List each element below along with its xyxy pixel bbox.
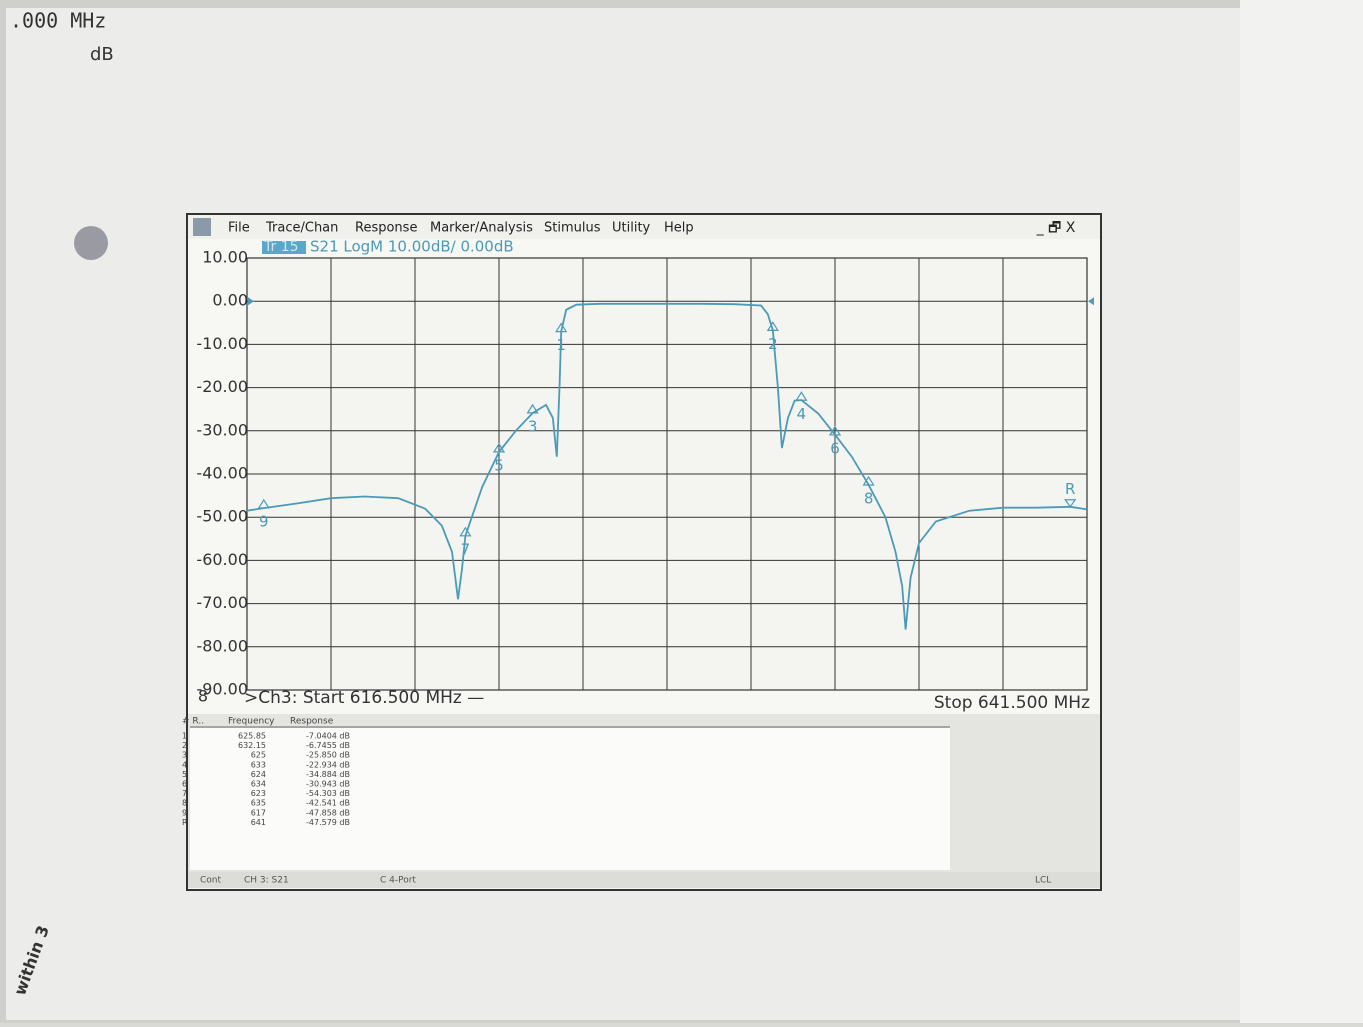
table-cell: R — [182, 818, 188, 827]
side-paper — [1240, 0, 1363, 1023]
marker — [526, 403, 539, 414]
table-cell: 625.85 — [238, 732, 266, 741]
plot: 1 2 3 4 5 6 7 8 9 R — [246, 302, 1088, 630]
marker-label: 7 — [461, 540, 471, 558]
marker-label: 3 — [528, 417, 538, 435]
punch-hole — [74, 226, 108, 260]
marker-label: 4 — [797, 405, 807, 423]
table-cell: -25.850 dB — [306, 751, 350, 760]
reference-arrow — [248, 297, 254, 306]
reference-arrow — [1088, 297, 1094, 306]
table-cell: 7 — [182, 789, 187, 798]
table-cell: 635 — [251, 799, 266, 808]
marker — [1064, 499, 1077, 508]
trace-id: Tr 15 — [263, 239, 299, 255]
trace-line — [246, 302, 1088, 630]
table-cell: 9 — [182, 808, 187, 817]
menu-item[interactable]: Response — [355, 221, 417, 236]
table-header: Response — [290, 717, 334, 727]
menu-bar — [188, 215, 1100, 239]
paper-note: dB — [90, 44, 114, 65]
marker-label: R — [1065, 480, 1075, 498]
menu: File Trace/Chan Response Marker/Analysis Sti… — [228, 221, 694, 236]
table-cell: -30.943 dB — [306, 780, 350, 789]
table-cell: 623 — [251, 789, 266, 798]
marker-label: 1 — [556, 336, 566, 354]
marker — [795, 391, 808, 401]
table-cell: 4 — [182, 760, 187, 769]
y-tick-label: -20.00 — [196, 377, 248, 396]
table-cell: 624 — [251, 770, 266, 779]
y-tick-label: -30.00 — [196, 420, 248, 439]
marker — [492, 442, 506, 453]
table-cell: -6.7455 dB — [306, 741, 350, 750]
status-item: CH 3: S21 — [244, 876, 289, 886]
menu-item[interactable]: File — [228, 221, 250, 236]
menu-item[interactable]: Trace/Chan — [265, 221, 338, 236]
y-tick-label: -50.00 — [196, 507, 248, 526]
table-cell: -34.884 dB — [306, 770, 350, 779]
status-item: LCL — [1035, 876, 1051, 886]
table-cell: -42.541 dB — [306, 799, 350, 808]
table-cell: 617 — [251, 808, 266, 817]
marker-label: 2 — [768, 335, 778, 353]
table-cell: -47.579 dB — [306, 818, 350, 827]
table-cell: 3 — [182, 751, 187, 760]
table-cell: -47.858 dB — [306, 808, 350, 817]
y-tick-label: -10.00 — [196, 334, 248, 353]
status-items: Cont CH 3: S21 C 4-Port LCL — [200, 876, 1051, 886]
y-tick-label: -70.00 — [196, 593, 248, 612]
menu-item[interactable]: Utility — [612, 221, 651, 236]
table-cell: -7.0404 dB — [306, 732, 350, 741]
table-cell: 5 — [182, 770, 187, 779]
table-cell: 2 — [182, 741, 187, 750]
menu-item[interactable]: Stimulus — [544, 221, 601, 236]
table-cell: 641 — [251, 818, 266, 827]
table-cell: 1 — [182, 732, 187, 741]
y-tick-label: -60.00 — [196, 550, 248, 569]
table-cell: 634 — [251, 780, 266, 789]
table-cell: 633 — [251, 760, 266, 769]
window-buttons[interactable]: _ 🗗 X — [1036, 220, 1076, 236]
y-tick-label: -80.00 — [196, 636, 248, 655]
marker-label: 5 — [494, 456, 504, 474]
y-tick-label: -40.00 — [196, 464, 248, 483]
marker — [459, 526, 472, 537]
y-tick-label: 10.00 — [202, 248, 248, 267]
status-item: C 4-Port — [380, 876, 416, 886]
marker — [555, 322, 568, 333]
table-cell: -54.303 dB — [306, 789, 350, 798]
paper-note: .000 MHz — [10, 9, 106, 33]
trace-label: S21 LogM 10.00dB/ 0.00dB — [310, 238, 514, 256]
marker-label: 9 — [259, 512, 269, 530]
menu-item[interactable]: Marker/Analysis — [430, 221, 533, 236]
marker-table: # R.. Frequency Response 1 625.85 -7.0404 dB 2… — [182, 717, 950, 827]
marker — [828, 425, 842, 436]
table-cell: -22.934 dB — [306, 760, 350, 769]
marker — [257, 498, 270, 509]
table-header: # R.. — [182, 717, 204, 727]
marker-label: 8 — [864, 489, 874, 507]
app-icon — [193, 218, 211, 236]
channel-number: 8 — [198, 687, 208, 706]
table-cell: 6 — [182, 780, 187, 789]
y-tick-label: -90.00 — [196, 680, 248, 699]
marker — [766, 321, 779, 331]
table-cell: 8 — [182, 799, 187, 808]
marker — [862, 475, 875, 486]
table-header: Frequency — [228, 717, 275, 727]
table-cell: 632.15 — [238, 741, 266, 750]
start-label: >Ch3: Start 616.500 MHz — — [244, 688, 484, 708]
y-tick-label: 0.00 — [212, 291, 248, 310]
status-bar — [188, 872, 1100, 888]
stop-label: Stop 641.500 MHz — [934, 693, 1090, 713]
status-item: Cont — [200, 876, 221, 886]
marker-label: 6 — [830, 439, 840, 457]
trace-id-box — [262, 241, 306, 254]
menu-item[interactable]: Help — [664, 221, 694, 236]
table-cell: 625 — [251, 751, 266, 760]
marker-table-body — [190, 728, 950, 870]
